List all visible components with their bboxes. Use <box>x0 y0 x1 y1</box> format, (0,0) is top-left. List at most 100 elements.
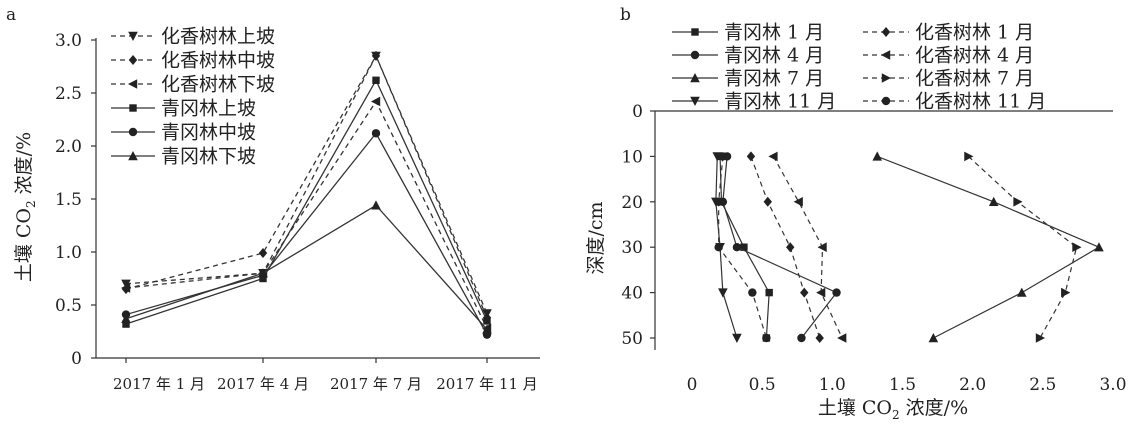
panel-a-legend-entry-3: 青冈林上坡 <box>111 98 256 120</box>
panel-a-ytick-label-1: 0.5 <box>55 296 82 316</box>
panel-a-ylabel-sub: 2 <box>24 200 38 208</box>
panel-b-xtick-label-2: 1.0 <box>819 375 846 395</box>
panel-b-xlabel-unit: 浓度/% <box>900 397 969 419</box>
panel-a-point-4-2 <box>371 129 381 138</box>
panel-a-ytick-label-4: 2.0 <box>55 137 82 157</box>
panel-b-point-5-1 <box>1013 197 1023 207</box>
panel-b-legend-entry-5: 化香树林 7 月 <box>863 68 1034 90</box>
panel-b-legend-marker-3 <box>881 50 891 60</box>
panel-a-legend-marker-1 <box>128 55 138 65</box>
panel-b-series-line-5 <box>968 155 1078 339</box>
panel-b-ytick-label-4: 40 <box>621 284 643 304</box>
panel-b-point-5-4 <box>1035 333 1046 343</box>
panel-a-series-line-3 <box>125 78 488 325</box>
panel-b-xlabel-text: 土壤 CO <box>818 397 892 419</box>
panel-b-xtick-label-6: 3.0 <box>1099 375 1126 395</box>
panel-b-legend-marker-4 <box>690 73 700 83</box>
panel-a-legend-label-0: 化香树林上坡 <box>161 26 275 48</box>
panel-b-point-7-2 <box>714 243 723 252</box>
panel-b-point-0-3 <box>765 288 773 297</box>
panel-b-legend-marker-0 <box>691 28 699 36</box>
panel-a-ytick-label-5: 2.5 <box>55 84 82 104</box>
panel-b-point-5-3 <box>1061 287 1071 298</box>
panel-b-point-1-3 <box>800 287 809 298</box>
panel-a-point-5-0 <box>121 313 131 323</box>
panel-a-label: a <box>6 5 16 25</box>
panel-b-legend-label-2: 青冈林 4 月 <box>724 45 824 67</box>
panel-a-ytick-label-2: 1.0 <box>55 243 82 263</box>
panel-b-point-3-2 <box>817 242 827 252</box>
panel-a-point-5-3 <box>482 324 492 334</box>
panel-a-series-5 <box>121 200 492 334</box>
panel-b-xtick-label-1: 0.5 <box>749 375 776 395</box>
panel-a-ylabel: 土壤 CO2 浓度/% <box>13 132 38 282</box>
panel-b-legend-entry-0: 青冈林 1 月 <box>672 22 824 44</box>
panel-b-legend: 青冈林 1 月化香树林 1 月青冈林 4 月化香树林 4 月青冈林 7 月化香树… <box>672 22 1046 113</box>
panel-b-point-2-2 <box>732 243 742 252</box>
panel-b-legend-label-0: 青冈林 1 月 <box>724 22 824 44</box>
panel-b-legend-entry-7: 化香树林 11 月 <box>863 91 1046 113</box>
panel-a-legend-entry-1: 化香树林中坡 <box>111 50 275 72</box>
panel-a-point-3-0 <box>122 320 130 328</box>
panel-a-ylabel-text: 土壤 CO <box>13 208 35 282</box>
panel-a-series-line-5 <box>125 204 488 330</box>
panel-a-legend-label-4: 青冈林中坡 <box>161 122 256 144</box>
panel-a-plot: 0 0.5 1.0 1.5 2.0 2.5 3.0 2017 年 1 月 2017 年 4 月 2… <box>55 26 540 393</box>
panel-a-legend-entry-2: 化香树林下坡 <box>111 74 275 96</box>
panel-b-xtick-label-3: 1.5 <box>889 375 916 395</box>
panel-a-xtick-label-2: 2017 年 7 月 <box>330 375 422 393</box>
panel-a-series-line-4 <box>125 132 488 335</box>
panel-b-label: b <box>620 5 631 25</box>
panel-a-series-line-0 <box>125 54 488 314</box>
panel-a-point-1-2 <box>371 50 381 61</box>
panel-b-legend-entry-6: 青冈林 11 月 <box>672 91 836 113</box>
panel-b-ytick-label-1: 10 <box>621 147 643 167</box>
panel-b-ytick-label-2: 20 <box>621 193 643 213</box>
panel-b-legend-label-5: 化香树林 7 月 <box>915 68 1034 90</box>
panel-a-ylabel-unit: 浓度/% <box>13 132 35 201</box>
panel-b-point-6-3 <box>718 288 728 298</box>
panel-b-point-4-0 <box>872 151 883 161</box>
panel-b-point-7-1 <box>714 197 723 206</box>
panel-b-legend-label-1: 化香树林 1 月 <box>915 22 1034 44</box>
panel-b-legend-label-4: 青冈林 7 月 <box>724 68 824 90</box>
panel-b-legend-marker-1 <box>881 27 891 37</box>
panel-a-ytick-label-0: 0 <box>71 349 82 369</box>
panel-b-point-1-1 <box>763 196 772 207</box>
panel-b-point-3-0 <box>768 151 778 162</box>
panel-b-series-line-1 <box>750 156 821 339</box>
panel-b-legend-marker-6 <box>690 96 700 106</box>
panel-b-legend-entry-4: 青冈林 7 月 <box>672 68 824 90</box>
panel-a-series-line-2 <box>125 100 488 329</box>
panel-a-xtick-label-0: 2017 年 1 月 <box>113 375 205 393</box>
panel-b-point-5-2 <box>1072 242 1082 252</box>
panel-b-xlabel: 土壤 CO2 浓度/% <box>818 397 968 422</box>
panel-b-legend-marker-7 <box>881 96 891 106</box>
panel-a-legend-entry-5: 青冈林下坡 <box>111 146 256 168</box>
panel-b-point-4-3 <box>1016 287 1027 297</box>
panel-b-series-line-4 <box>877 155 1101 339</box>
panel-b-xtick-label-5: 2.5 <box>1029 375 1056 395</box>
panel-b-ytick-label-5: 50 <box>621 329 643 349</box>
panel-b-ylabel: 深度/cm <box>585 201 607 274</box>
panel-a-xtick-label-3: 2017 年 11 月 <box>436 375 538 393</box>
panel-b-legend-entry-1: 化香树林 1 月 <box>863 22 1034 44</box>
panel-b-series-5 <box>964 151 1082 343</box>
panel-b-series-1 <box>746 151 824 343</box>
panel-a-legend-label-5: 青冈林下坡 <box>161 146 256 168</box>
panel-b-series-3 <box>768 151 847 343</box>
panel-a-point-2-2 <box>371 96 381 107</box>
panel-b-legend-marker-5 <box>881 73 891 83</box>
panel-b-point-0-2 <box>740 243 748 251</box>
panel-b-series-4 <box>872 151 1104 343</box>
panel-b-legend-label-3: 化香树林 4 月 <box>915 45 1034 67</box>
panel-a-xtick-label-1: 2017 年 4 月 <box>217 375 309 393</box>
panel-b-legend-label-7: 化香树林 11 月 <box>915 91 1046 113</box>
panel-a-ytick-label-6: 3.0 <box>55 31 82 51</box>
panel-b-series-line-3 <box>772 156 843 339</box>
panel-a-legend-label-3: 青冈林上坡 <box>161 98 256 120</box>
panel-b-point-5-0 <box>964 151 974 162</box>
panel-a-point-5-2 <box>371 200 381 210</box>
